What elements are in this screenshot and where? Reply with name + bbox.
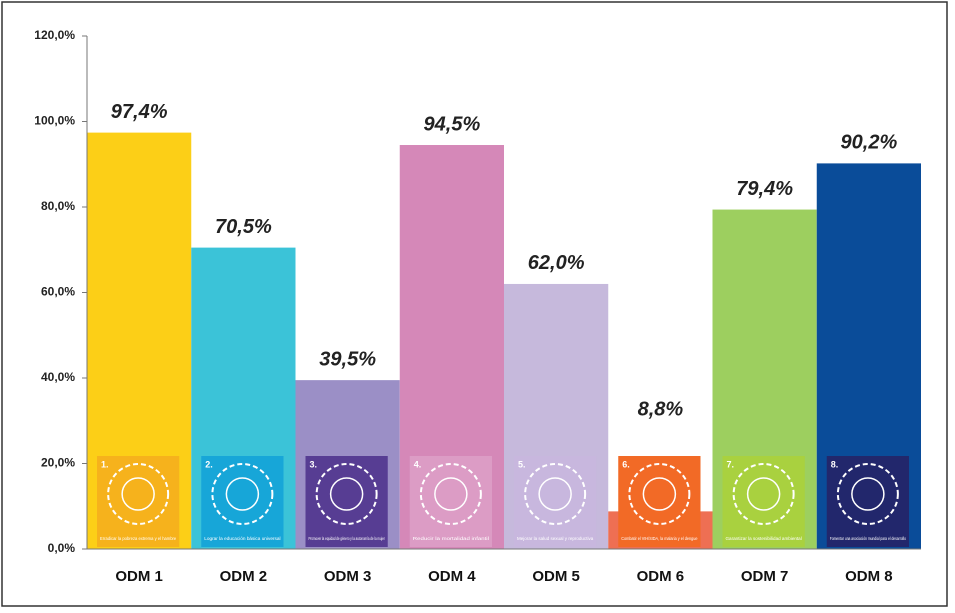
icon — [618, 456, 700, 547]
y-tick-label: 60,0% — [41, 285, 75, 299]
x-tick-label: ODM 2 — [220, 568, 268, 585]
icon — [827, 456, 909, 547]
icon-number: 4. — [414, 459, 422, 469]
icon — [306, 456, 388, 547]
x-tick-label: ODM 4 — [428, 568, 476, 585]
icon-number: 8. — [831, 459, 839, 469]
chart: 0,0% 20,0% 40,0% 60,0% 80,0% 100,0% 120,0% 1. Er… — [0, 0, 955, 613]
value-label: 97,4% — [111, 101, 168, 123]
value-label: 8,8% — [638, 398, 684, 420]
icon-caption: Lograr la educación básica universal — [204, 536, 280, 541]
icon — [514, 456, 596, 547]
value-label: 79,4% — [736, 178, 793, 200]
icon-number: 7. — [727, 459, 735, 469]
x-tick-label: ODM 1 — [115, 568, 163, 585]
y-tick-label: 80,0% — [41, 199, 75, 213]
y-tick-label: 20,0% — [41, 456, 75, 470]
icon-caption: Erradicar la pobreza extrema y el hambre — [100, 536, 177, 541]
icon-caption: Mejorar la salud sexual y reproductiva — [517, 536, 594, 541]
value-label: 39,5% — [319, 348, 376, 370]
icon-caption: Fomentar una asociación mundial para el … — [830, 536, 907, 541]
value-label: 94,5% — [424, 113, 481, 135]
x-tick-label: ODM 5 — [532, 568, 580, 585]
x-tick-label: ODM 3 — [324, 568, 372, 585]
icon-caption: Combatir el VIH/SIDA, la malaria y el de… — [621, 536, 698, 541]
icon — [410, 456, 492, 547]
x-tick-label: ODM 8 — [845, 568, 893, 585]
y-tick-label: 0,0% — [48, 541, 76, 555]
icon — [97, 456, 179, 547]
icon-caption: Garantizar la sostenibilidad ambiental — [726, 536, 802, 541]
icon-number: 1. — [101, 459, 109, 469]
y-tick-label: 100,0% — [34, 114, 75, 128]
icon — [723, 456, 805, 547]
value-label: 62,0% — [528, 252, 585, 274]
x-tick-label: ODM 6 — [637, 568, 685, 585]
icon-number: 5. — [518, 459, 526, 469]
icon-number: 3. — [310, 459, 318, 469]
icon-caption: Promover la equidad de género y la auton… — [309, 536, 386, 541]
icon — [201, 456, 283, 547]
value-label: 70,5% — [215, 216, 272, 238]
y-tick-label: 40,0% — [41, 370, 75, 384]
y-tick-label: 120,0% — [34, 28, 75, 42]
icon-caption: Reducir la mortalidad infantil — [413, 536, 489, 541]
icon-number: 6. — [622, 459, 630, 469]
value-label: 90,2% — [841, 132, 898, 154]
icon-number: 2. — [205, 459, 213, 469]
x-tick-label: ODM 7 — [741, 568, 789, 585]
